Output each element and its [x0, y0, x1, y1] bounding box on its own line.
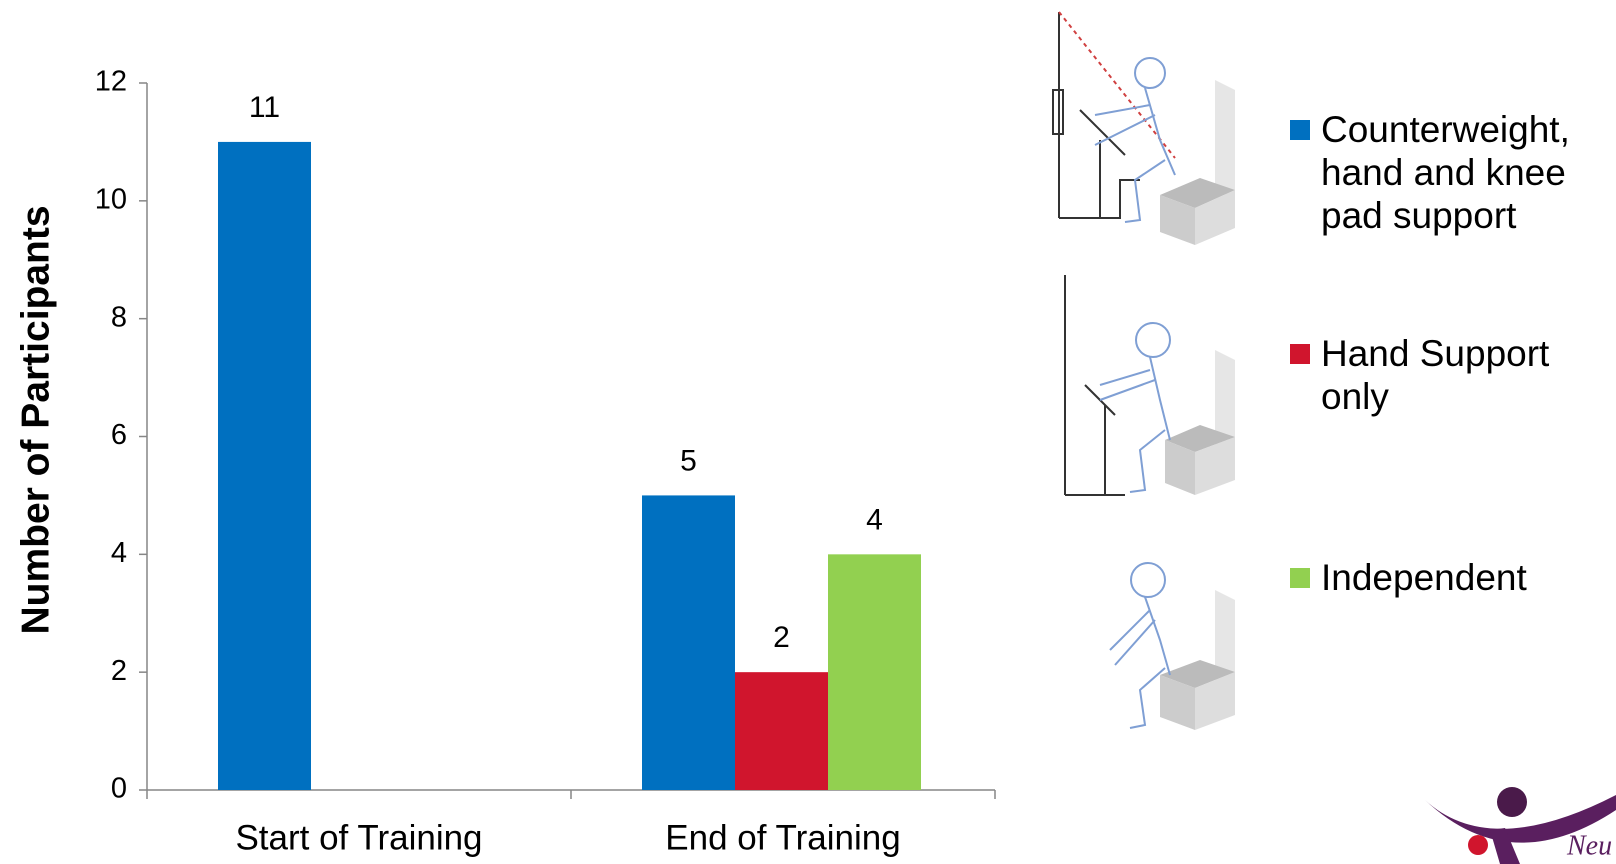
- y-tick-label: 2: [111, 655, 127, 687]
- data-label: 2: [773, 621, 790, 654]
- illustrations: [1052, 11, 1235, 730]
- bar: [218, 141, 311, 790]
- bar: [828, 554, 921, 790]
- y-tick-label: 12: [95, 66, 127, 98]
- data-label: 5: [680, 444, 697, 477]
- legend-label: Independent: [1321, 557, 1527, 598]
- x-tick-label: Start of Training: [235, 818, 482, 857]
- y-axis-title: Number of Participants: [14, 205, 57, 634]
- x-tick-label: End of Training: [665, 818, 900, 857]
- y-tick-label: 6: [111, 419, 127, 451]
- logo: Neu: [1425, 787, 1616, 864]
- legend-label: Counterweight, hand and knee pad support: [1321, 109, 1570, 236]
- bar: [642, 495, 735, 790]
- y-tick-label: 8: [111, 301, 127, 333]
- legend-swatch: [1290, 344, 1310, 364]
- legend-item: Independent: [1290, 556, 1610, 599]
- data-label: 4: [866, 503, 883, 536]
- y-tick-label: 10: [95, 183, 127, 215]
- legend-label: Hand Support only: [1321, 333, 1550, 417]
- legend-swatch: [1290, 120, 1310, 140]
- bar: [735, 672, 828, 790]
- data-label: 11: [249, 91, 280, 124]
- legend-item: Hand Support only: [1290, 332, 1610, 418]
- legend-item: Counterweight, hand and knee pad support: [1290, 108, 1610, 237]
- legend-swatch: [1290, 568, 1310, 588]
- y-tick-label: 0: [111, 773, 127, 805]
- logo-text: Neu: [1566, 830, 1612, 861]
- y-tick-label: 4: [111, 537, 127, 569]
